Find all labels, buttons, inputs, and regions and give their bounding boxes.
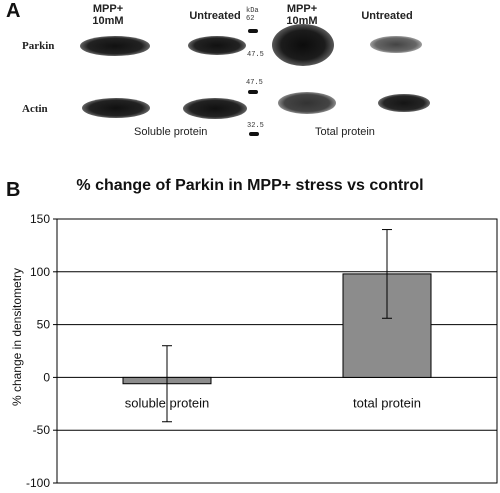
y-tick-label: 100 — [30, 265, 50, 279]
panel-b-letter: B — [6, 179, 21, 201]
plot-frame — [56, 218, 498, 484]
chart-title: % change of Parkin in MPP+ stress vs con… — [76, 177, 424, 194]
kda-title: kDa — [246, 7, 259, 15]
band-parkin-soluble-untreated — [188, 36, 246, 55]
band-actin-total-untreated — [378, 94, 430, 112]
row-label-parkin: Parkin — [22, 40, 55, 52]
ladder-marker-47 — [248, 90, 258, 94]
marker-label-32: 32.5 — [247, 122, 264, 130]
section-label-soluble: Soluble protein — [134, 126, 208, 138]
marker-label-62: 62 — [246, 15, 255, 23]
band-parkin-soluble-mpp — [80, 36, 150, 56]
category-label: soluble protein — [125, 395, 210, 410]
row-label-actin: Actin — [22, 103, 48, 115]
section-label-total: Total protein — [315, 126, 375, 138]
marker-label-47-lower: 47.5 — [246, 79, 263, 87]
lane-label-4: Untreated — [361, 10, 413, 22]
band-parkin-total-mpp — [272, 24, 334, 66]
band-actin-soluble-mpp — [82, 98, 150, 118]
lane-label-1: MPP+ 10mM — [78, 3, 138, 27]
lane-label-1-line1: MPP+ — [92, 3, 124, 15]
panel-a-letter: A — [6, 0, 21, 22]
y-tick-label: 150 — [30, 212, 50, 226]
y-tick-label: 0 — [43, 370, 50, 384]
ladder-marker-32 — [249, 132, 259, 136]
lane-label-1-line2: 10mM — [92, 15, 124, 27]
lane-label-2: Untreated — [189, 10, 241, 22]
category-label: total protein — [353, 395, 421, 410]
band-parkin-total-untreated — [370, 36, 422, 53]
band-actin-total-mpp — [278, 92, 336, 114]
y-tick-label: -50 — [33, 423, 51, 437]
lane-label-3-line1: MPP+ — [286, 3, 318, 15]
y-tick-label: -100 — [26, 476, 50, 490]
marker-label-47-upper: 47.5 — [247, 51, 264, 59]
ladder-marker-62 — [248, 29, 258, 33]
band-actin-soluble-untreated — [183, 98, 247, 119]
y-tick-label: 50 — [37, 318, 51, 332]
